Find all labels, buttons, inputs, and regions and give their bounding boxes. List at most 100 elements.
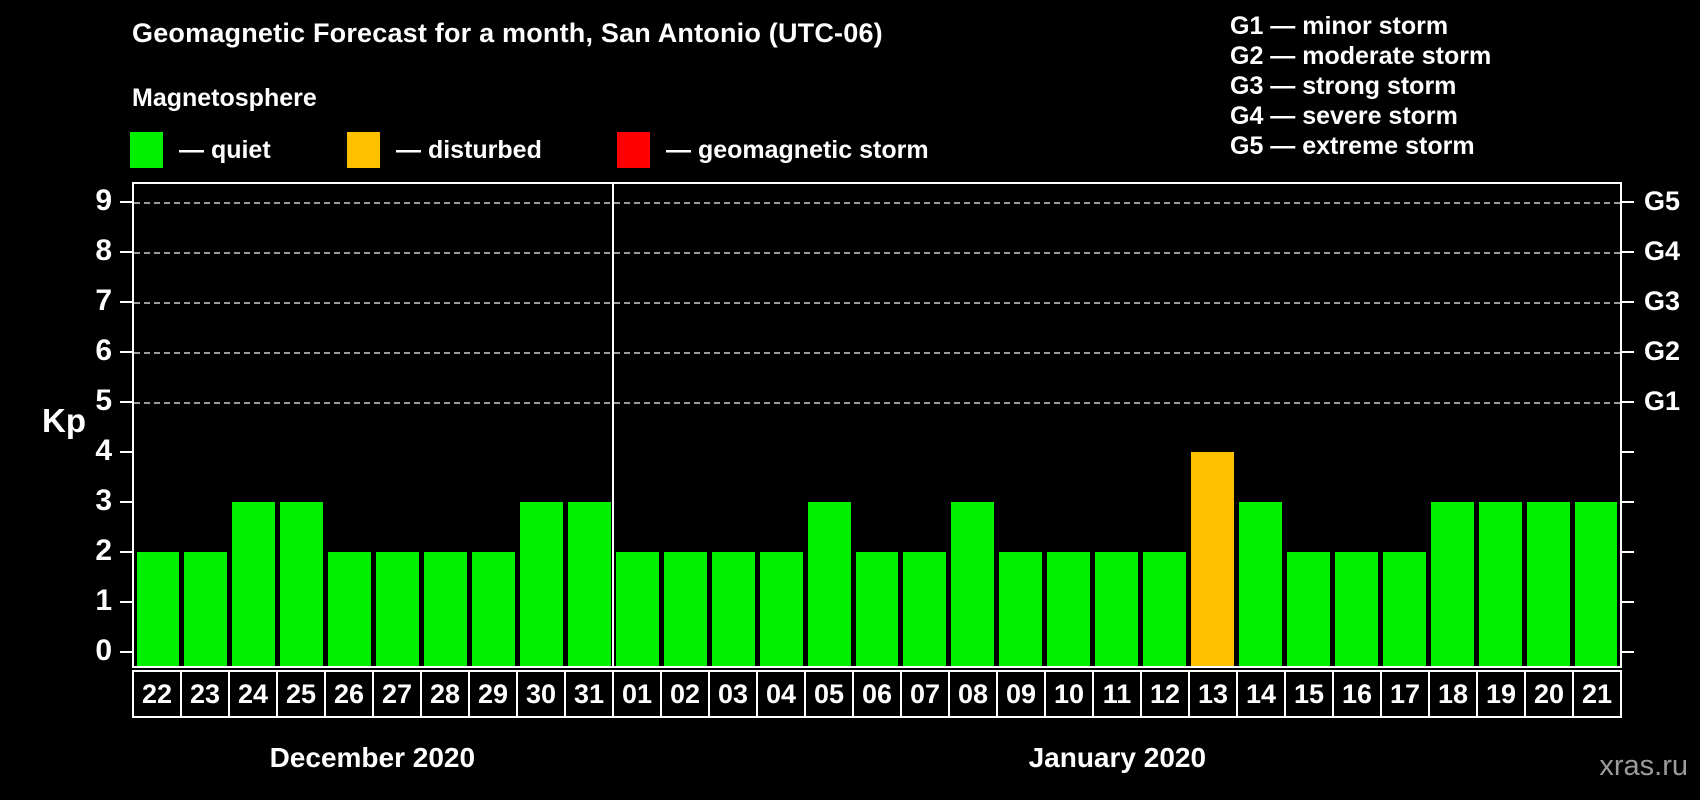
kp-bar-15: [1286, 552, 1330, 666]
legend-label-disturbed: — disturbed: [396, 135, 542, 164]
kp-bar-27: [376, 552, 420, 666]
date-cell-27: 27: [372, 670, 422, 718]
kp-tick-label-5: 5: [95, 384, 112, 417]
kp-tick-right-4: [1622, 451, 1634, 453]
gridline-kp8: [134, 252, 1620, 254]
plot-area: [132, 182, 1622, 668]
legend-label-quiet: — quiet: [179, 135, 271, 164]
gridline-kp9: [134, 202, 1620, 204]
date-cell-30: 30: [516, 670, 566, 718]
chart-title: Geomagnetic Forecast for a month, San An…: [132, 18, 883, 48]
kp-bar-02: [663, 552, 707, 666]
kp-tick-left-8: [120, 251, 132, 253]
month-label: December 2020: [269, 742, 476, 773]
kp-tick-left-2: [120, 551, 132, 553]
kp-bar-17: [1382, 552, 1426, 666]
gridline-kp5: [134, 402, 1620, 404]
kp-tick-label-3: 3: [95, 484, 112, 517]
kp-tick-right-0: [1622, 651, 1634, 653]
kp-tick-left-5: [120, 401, 132, 403]
kp-bar-10: [1047, 552, 1091, 666]
kp-bar-31: [567, 502, 611, 666]
kp-bar-30: [519, 502, 563, 666]
disturbed-color-swatch: [347, 132, 380, 168]
kp-tick-label-8: 8: [95, 234, 112, 267]
kp-bar-21: [1574, 502, 1618, 666]
date-cell-29: 29: [468, 670, 518, 718]
storm-scale-legend: G1 — minor storm G2 — moderate storm G3 …: [1230, 11, 1491, 161]
month-separator: [612, 184, 615, 666]
kp-tick-right-6: [1622, 351, 1634, 353]
kp-bar-14: [1239, 502, 1282, 666]
date-cell-02: 02: [660, 670, 710, 718]
quiet-color-swatch: [130, 132, 163, 168]
kp-bar-18: [1430, 502, 1474, 666]
kp-tick-left-7: [120, 301, 132, 303]
watermark: xras.ru: [1599, 750, 1688, 782]
kp-tick-right-7: [1622, 301, 1634, 303]
month-label: January 2020: [1028, 742, 1207, 773]
g-scale-label-g4: G4: [1644, 236, 1681, 266]
date-cell-08: 08: [948, 670, 998, 718]
kp-bar-11: [1095, 552, 1139, 666]
storm-scale-g5: G5 — extreme storm: [1230, 132, 1475, 160]
kp-tick-right-5: [1622, 401, 1634, 403]
date-cell-12: 12: [1140, 670, 1190, 718]
gridline-kp6: [134, 352, 1620, 354]
date-cell-17: 17: [1380, 670, 1430, 718]
date-cell-03: 03: [708, 670, 758, 718]
kp-bar-04: [759, 552, 803, 666]
kp-bar-28: [424, 552, 468, 666]
date-cell-06: 06: [852, 670, 902, 718]
magnetosphere-label: Magnetosphere: [132, 84, 317, 112]
kp-tick-right-3: [1622, 501, 1634, 503]
kp-bar-06: [855, 552, 899, 666]
kp-tick-label-0: 0: [95, 634, 112, 667]
date-cell-19: 19: [1476, 670, 1526, 718]
date-cell-31: 31: [564, 670, 614, 718]
kp-tick-label-9: 9: [95, 184, 112, 217]
date-cell-28: 28: [420, 670, 470, 718]
kp-bar-22: [136, 552, 180, 666]
date-cell-09: 09: [996, 670, 1046, 718]
storm-scale-g3: G3 — strong storm: [1230, 72, 1457, 100]
date-cell-20: 20: [1524, 670, 1574, 718]
kp-bar-20: [1526, 502, 1570, 666]
kp-tick-left-1: [120, 601, 132, 603]
kp-tick-right-2: [1622, 551, 1634, 553]
kp-tick-left-4: [120, 451, 132, 453]
kp-bar-26: [328, 552, 372, 666]
kp-tick-right-1: [1622, 601, 1634, 603]
kp-tick-right-9: [1622, 201, 1634, 203]
kp-bar-12: [1143, 552, 1187, 666]
date-cell-18: 18: [1428, 670, 1478, 718]
kp-tick-right-8: [1622, 251, 1634, 253]
date-cell-07: 07: [900, 670, 950, 718]
date-cell-04: 04: [756, 670, 806, 718]
date-cell-22: 22: [132, 670, 182, 718]
kp-tick-label-2: 2: [95, 534, 112, 567]
date-cell-10: 10: [1044, 670, 1094, 718]
kp-tick-left-3: [120, 501, 132, 503]
gridline-kp7: [134, 302, 1620, 304]
kp-bar-16: [1334, 552, 1378, 666]
kp-bar-05: [807, 502, 851, 666]
date-cell-13: 13: [1188, 670, 1238, 718]
storm-scale-g1: G1 — minor storm: [1230, 12, 1449, 40]
date-cell-14: 14: [1236, 670, 1286, 718]
kp-bar-09: [999, 552, 1043, 666]
kp-bar-07: [903, 552, 947, 666]
kp-axis-title: Kp: [42, 402, 86, 439]
storm-scale-g2: G2 — moderate storm: [1230, 42, 1492, 70]
date-cell-16: 16: [1332, 670, 1382, 718]
storm-scale-g4: G4 — severe storm: [1230, 102, 1458, 130]
kp-bar-01: [615, 552, 659, 666]
legend-item-disturbed: — disturbed: [347, 131, 542, 169]
date-axis: 22 23 24 25 26 27 28 29 30 31 01 02 03 04 05 06 07 08 09 10…: [132, 670, 1622, 718]
kp-bar-24: [232, 502, 276, 666]
date-cell-01: 01: [612, 670, 662, 718]
kp-bar-25: [280, 502, 324, 666]
date-cell-26: 26: [324, 670, 374, 718]
date-cell-24: 24: [228, 670, 278, 718]
kp-bar-23: [184, 552, 228, 666]
